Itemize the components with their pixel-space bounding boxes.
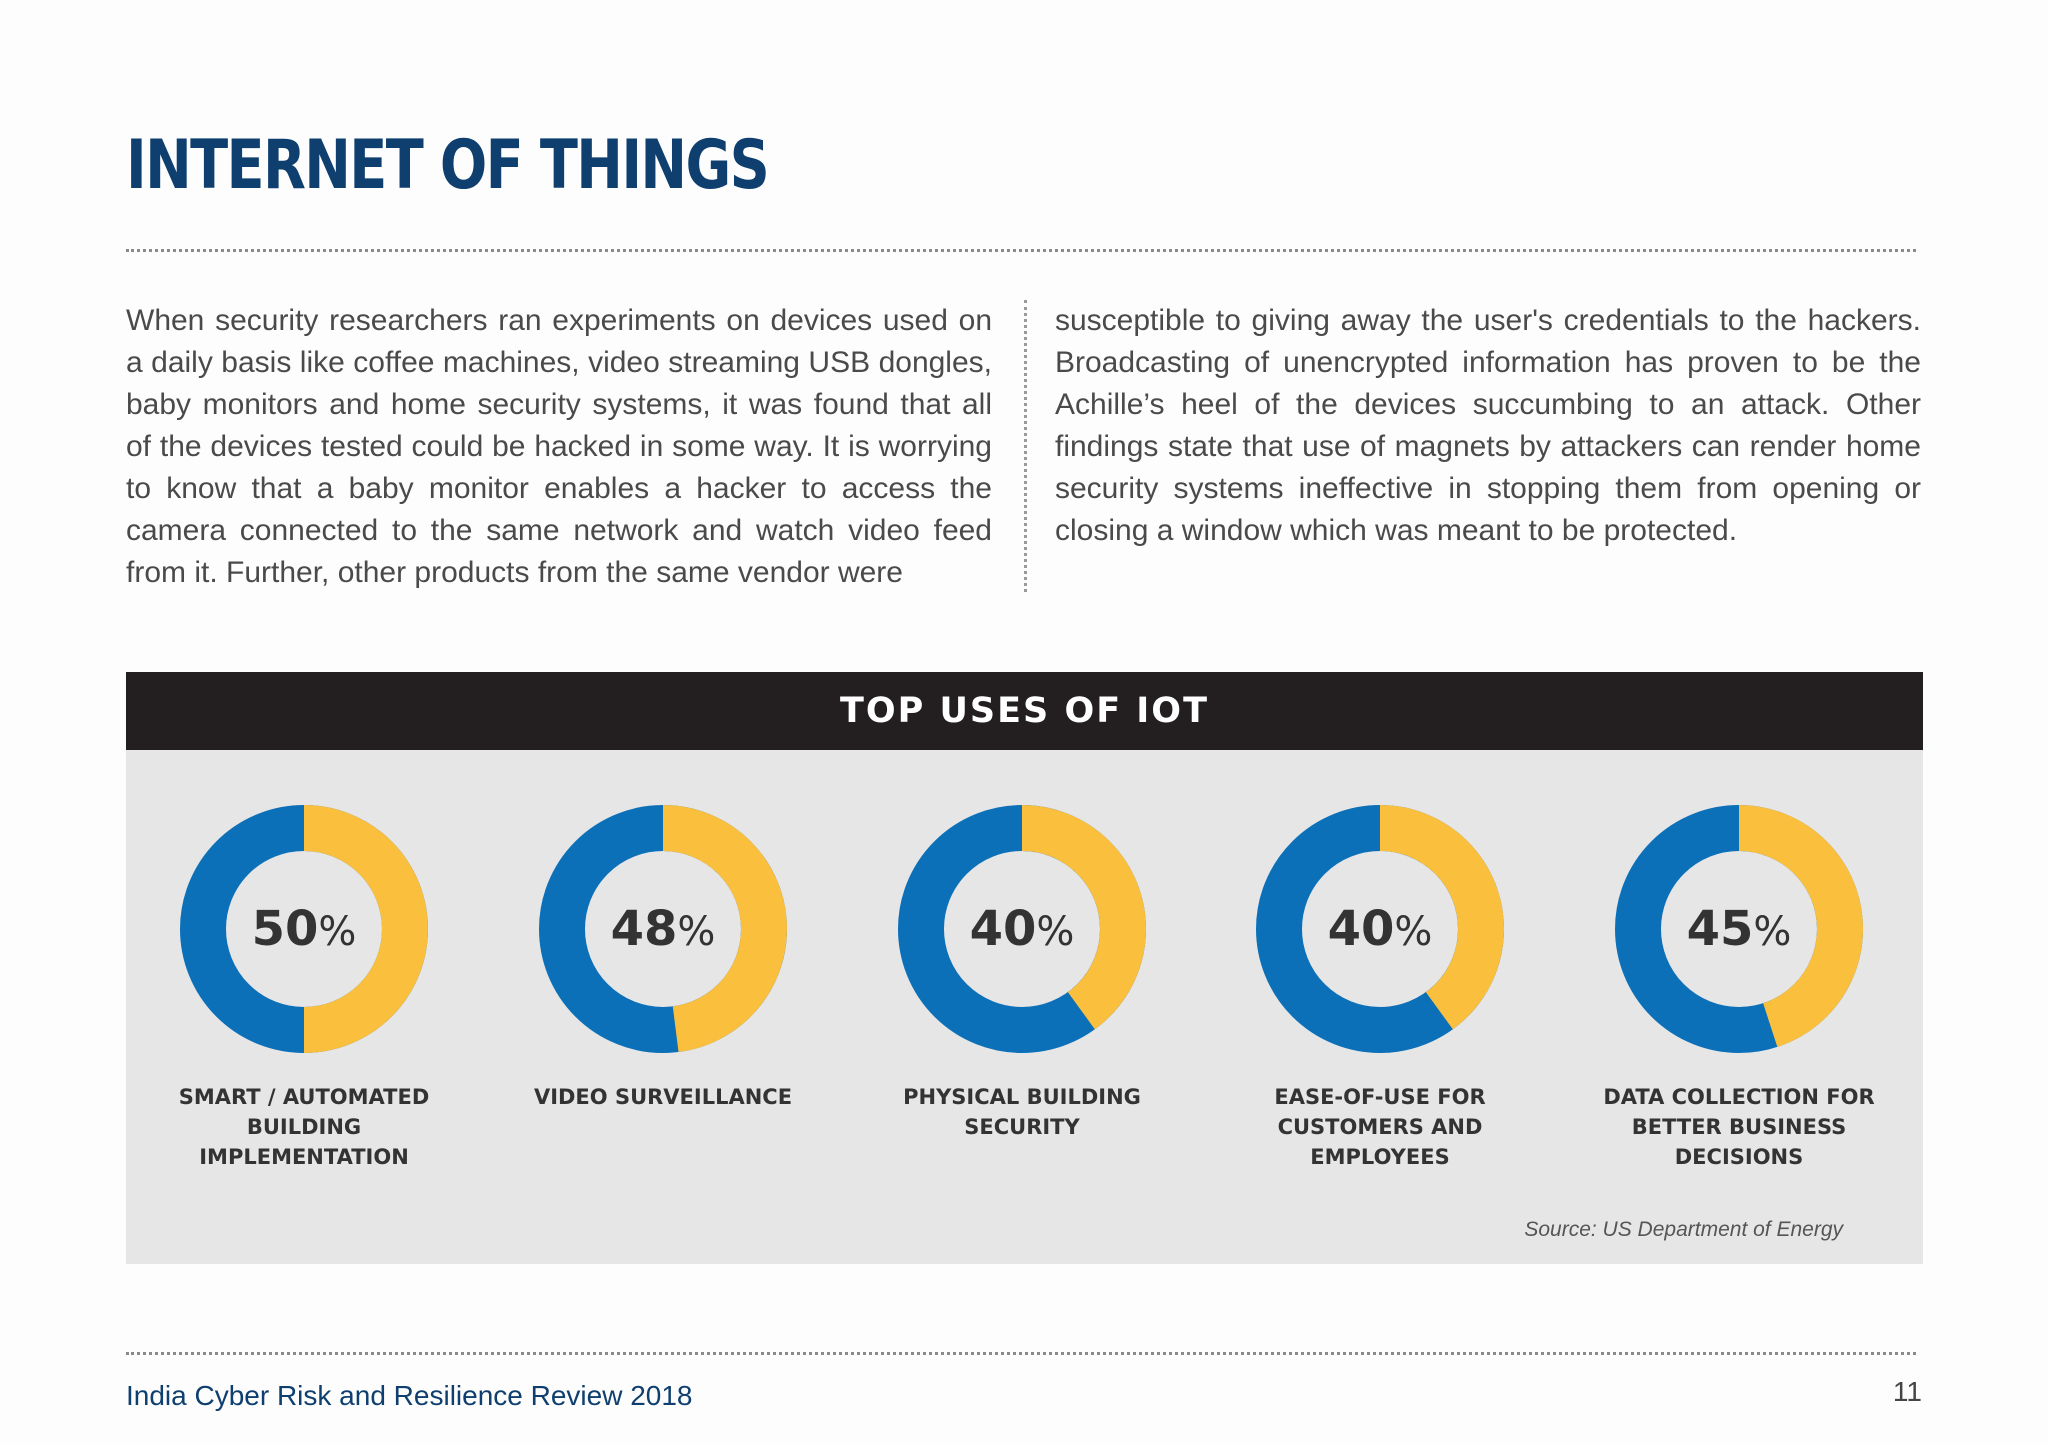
donut-chart-5: 45% bbox=[1615, 805, 1863, 1053]
donut-4-value-label: 40% bbox=[1256, 805, 1504, 1053]
page-title: INTERNET OF THINGS bbox=[126, 126, 770, 205]
donut-2-number: 48 bbox=[610, 901, 678, 957]
donut-5-value-label: 45% bbox=[1615, 805, 1863, 1053]
donut-3-number: 40 bbox=[969, 901, 1037, 957]
top-uses-of-iot-panel: TOP USES OF IOT 50% SMART / AUTOMATED BU… bbox=[126, 672, 1923, 1264]
category-label-4: EASE-OF-USE FOR CUSTOMERS AND EMPLOYEES bbox=[1274, 1085, 1486, 1169]
donut-chart-4: 40% bbox=[1256, 805, 1504, 1053]
donut-2-percent-sign: % bbox=[677, 909, 716, 955]
donut-2-value-label: 48% bbox=[539, 805, 787, 1053]
category-label-1: SMART / AUTOMATED BUILDING IMPLEMENTATIO… bbox=[178, 1085, 430, 1169]
donut-5-percent-sign: % bbox=[1753, 909, 1792, 955]
donut-1-number: 50 bbox=[251, 901, 319, 957]
donut-1-percent-sign: % bbox=[318, 909, 357, 955]
category-label-5: DATA COLLECTION FOR BETTER BUSINESS DECI… bbox=[1603, 1085, 1875, 1169]
donut-chart-2: 48% bbox=[539, 805, 787, 1053]
donut-3-value-label: 40% bbox=[898, 805, 1146, 1053]
body-text-right-column: susceptible to giving away the user's cr… bbox=[1055, 304, 1921, 547]
donut-4-number: 40 bbox=[1327, 901, 1395, 957]
category-label-3: PHYSICAL BUILDING SECURITY bbox=[903, 1085, 1141, 1139]
donut-2-value-arc bbox=[662, 805, 787, 1053]
donut-3-percent-sign: % bbox=[1036, 909, 1075, 955]
footer-dotted-divider bbox=[126, 1352, 1916, 1355]
donut-4-value-arc bbox=[1379, 805, 1504, 1030]
column-divider bbox=[1024, 300, 1027, 592]
donut-1-value-arc bbox=[303, 805, 428, 1053]
donut-chart-1: 50% bbox=[180, 805, 428, 1053]
panel-header: TOP USES OF IOT bbox=[126, 672, 1923, 750]
donut-chart-3: 40% bbox=[898, 805, 1146, 1053]
body-text-left-column: When security researchers ran experiment… bbox=[126, 304, 992, 589]
donut-5-value-arc bbox=[1738, 805, 1863, 1047]
donut-5-number: 45 bbox=[1686, 901, 1754, 957]
donut-4-percent-sign: % bbox=[1394, 909, 1433, 955]
source-note: Source: US Department of Energy bbox=[1524, 1218, 1843, 1241]
donut-1-value-label: 50% bbox=[180, 805, 428, 1053]
donut-3-value-arc bbox=[1021, 805, 1146, 1030]
category-label-2: VIDEO SURVEILLANCE bbox=[533, 1085, 793, 1109]
footer-publication-title: India Cyber Risk and Resilience Review 2… bbox=[126, 1380, 693, 1411]
page-number: 11 bbox=[1892, 1376, 1922, 1407]
top-dotted-divider bbox=[126, 249, 1916, 252]
